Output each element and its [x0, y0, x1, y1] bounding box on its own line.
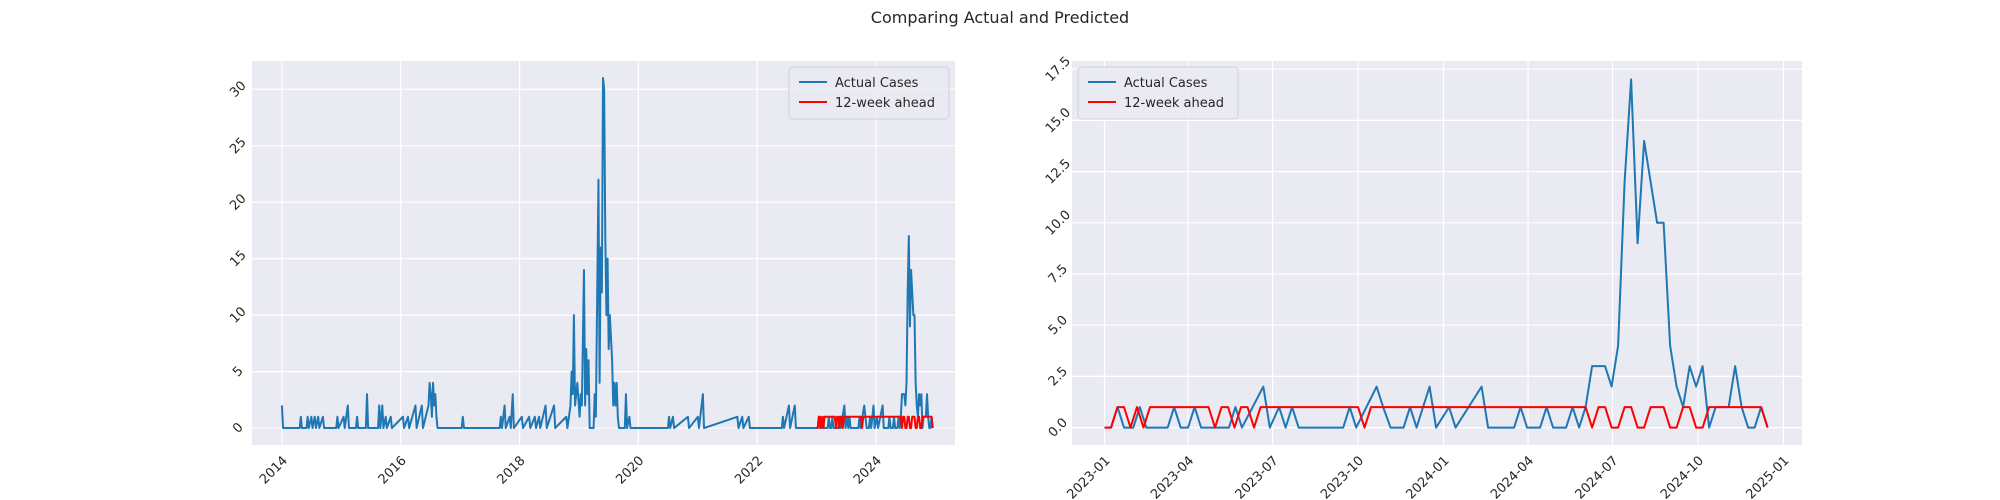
y-tick-label: 2.5 — [1046, 364, 1071, 389]
figure-title: Comparing Actual and Predicted — [870, 8, 1130, 27]
legend-entry: 12-week ahead — [835, 96, 935, 111]
x-tick-label: 2024-01 — [1404, 453, 1453, 500]
chart-right: 0.0 2.5 5.0 7.5 10.0 12.5 15.0 17.5 2023-01 2023-… — [1043, 54, 1802, 500]
y-tick-label: 10 — [227, 304, 249, 326]
legend: Actual Cases 12-week ahead — [1077, 66, 1239, 120]
x-tick-label: 2023-01 — [1065, 453, 1114, 500]
y-tick-label: 30 — [227, 78, 249, 100]
y-tick-label: 15 — [227, 248, 249, 270]
series-line-predicted — [1104, 406, 1769, 429]
legend-entry: Actual Cases — [1124, 76, 1208, 91]
x-tick-label: 2024 — [851, 453, 885, 487]
x-tick-label: 2016 — [376, 453, 410, 487]
x-tick-label: 2022 — [732, 453, 766, 487]
series-line-actual — [280, 76, 934, 430]
legend-box — [788, 66, 950, 120]
x-tick-label: 2023-10 — [1318, 453, 1367, 500]
y-tick-label: 15.0 — [1043, 105, 1074, 136]
x-tick-label: 2014 — [257, 453, 291, 487]
x-tick-label: 2024-07 — [1573, 453, 1622, 500]
legend-entry: 12-week ahead — [1124, 96, 1224, 111]
y-tick-label: 7.5 — [1046, 262, 1071, 287]
x-tick-label: 2023-04 — [1148, 453, 1197, 500]
x-tick-label: 2020 — [613, 453, 647, 487]
series-line-predicted — [816, 415, 934, 430]
y-tick-label: 20 — [227, 191, 249, 213]
x-tick-label: 2018 — [495, 453, 529, 487]
y-tick-label: 25 — [227, 135, 249, 157]
y-tick-label: 12.5 — [1043, 156, 1074, 187]
legend-entry: Actual Cases — [835, 76, 919, 91]
y-tick-label: 0 — [230, 420, 246, 436]
legend-box — [1077, 66, 1239, 120]
y-tick-label: 0.0 — [1046, 415, 1071, 440]
y-tick-label: 10.0 — [1043, 208, 1074, 239]
series-line-actual — [1104, 78, 1769, 429]
plot-area — [1072, 61, 1802, 445]
y-tick-label: 5.0 — [1046, 313, 1071, 338]
legend: Actual Cases 12-week ahead — [788, 66, 950, 120]
x-tick-label: 2025-01 — [1743, 453, 1792, 500]
y-tick-label: 17.5 — [1043, 54, 1074, 85]
x-tick-label: 2024-10 — [1658, 453, 1707, 500]
x-tick-label: 2024-04 — [1488, 453, 1537, 500]
x-tick-label: 2023-07 — [1233, 453, 1282, 500]
chart-left: 0 5 10 15 20 25 30 2014 2016 2018 2020 2022 2024 Actu… — [227, 61, 955, 487]
y-tick-label: 5 — [230, 364, 246, 380]
